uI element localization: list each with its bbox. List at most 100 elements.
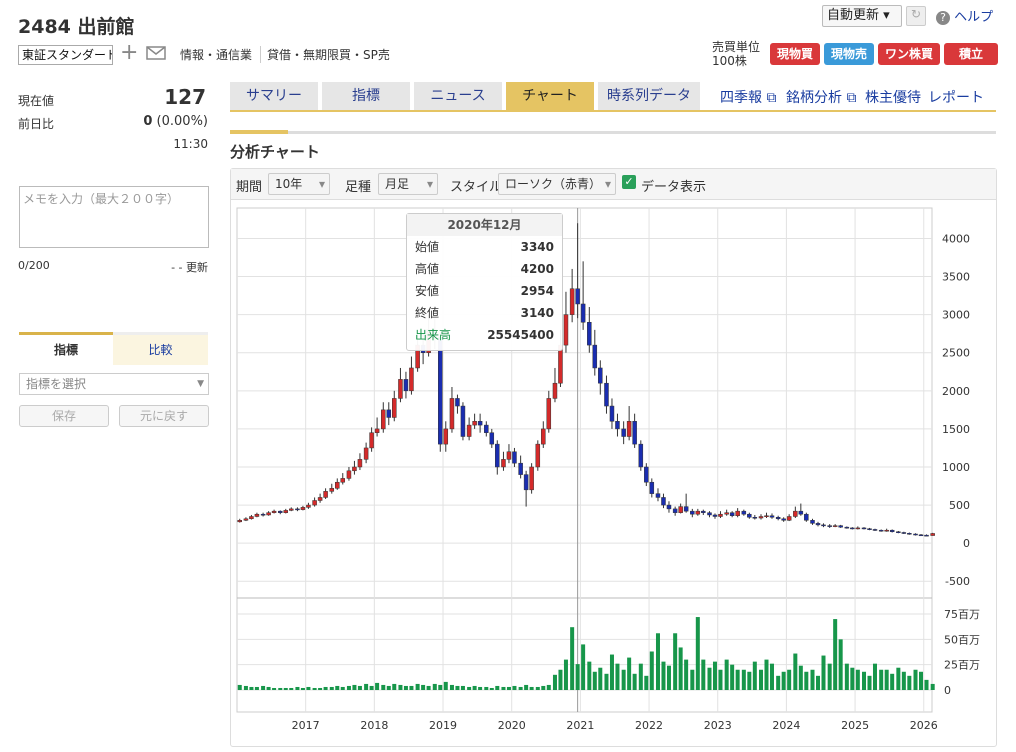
tooltip-value: 4200 — [520, 262, 554, 276]
volume-bar — [884, 669, 889, 691]
checkbox[interactable]: ✓ — [622, 175, 636, 189]
candle-body — [707, 512, 712, 516]
candle-body — [523, 474, 529, 491]
candle-body — [312, 500, 317, 506]
sell-button[interactable]: 現物売 — [824, 43, 874, 65]
volume-bar — [838, 639, 843, 691]
style-select[interactable]: ローソク（赤青） ▾ — [498, 173, 616, 195]
link-label: 銘柄分析 — [786, 90, 842, 106]
volume-bar — [489, 687, 494, 691]
indicator-tab[interactable]: 指標 — [19, 332, 113, 365]
one-share-button[interactable]: ワン株買 — [878, 43, 940, 65]
y-tick-label: 4000 — [942, 232, 970, 245]
market-select[interactable]: 東証スタンダード — [18, 45, 113, 65]
volume-bar — [821, 655, 826, 691]
volume-bar — [403, 685, 408, 691]
reset-button[interactable]: 元に戻す — [119, 405, 209, 427]
volume-bar — [815, 675, 821, 691]
candle-body — [386, 409, 392, 418]
tab-active[interactable]: チャート — [506, 82, 594, 110]
candle-body — [918, 534, 924, 537]
candle-body — [844, 526, 850, 529]
volume-bar — [827, 663, 832, 691]
compare-tab[interactable]: 比較 — [113, 332, 208, 365]
candle-body — [695, 510, 701, 515]
link[interactable]: 銘柄分析 ⧉ — [786, 90, 857, 106]
volume-bar — [455, 685, 460, 691]
bar-label: 足種 — [345, 180, 372, 195]
volume-tick-label: 0 — [944, 684, 951, 697]
candle-body — [758, 516, 764, 519]
industry: 情報・通信業 — [180, 48, 253, 62]
volume-bar — [335, 685, 340, 691]
volume-bar — [649, 651, 654, 691]
volume-bar — [357, 685, 362, 691]
volume-bar — [724, 659, 729, 691]
candle-body — [352, 466, 357, 472]
refresh[interactable]: ↻ — [906, 6, 926, 26]
tab[interactable]: 時系列データ — [598, 82, 700, 110]
volume-bar — [558, 669, 563, 691]
candle-body — [260, 513, 266, 516]
candle-body — [460, 405, 466, 437]
volume-bar — [375, 682, 380, 691]
buy-button[interactable]: 現物買 — [770, 43, 820, 65]
mail-icon[interactable] — [146, 46, 166, 60]
candle-body — [626, 421, 632, 437]
candle-body — [769, 515, 775, 518]
candle-body — [575, 288, 580, 305]
candle-body — [552, 382, 558, 399]
link[interactable]: 株主優待 — [865, 90, 921, 106]
accumulate-button[interactable]: 積立 — [944, 43, 998, 65]
volume-bar — [506, 686, 511, 691]
style-label: スタイル — [450, 180, 503, 195]
bar-select[interactable]: 月足 ▾ — [378, 173, 438, 195]
volume-bar — [352, 684, 357, 691]
volume-bar — [438, 684, 443, 691]
tab[interactable]: 指標 — [322, 82, 410, 110]
candle-body — [443, 428, 449, 445]
bar-value: 月足 — [385, 177, 410, 191]
candle-body — [289, 508, 294, 511]
help[interactable]: ? ヘルプ — [936, 6, 993, 25]
volume-bar — [661, 661, 666, 691]
volume-bar — [261, 685, 266, 691]
link-label: 四季報 — [720, 90, 762, 106]
unit-value: 100株 — [712, 54, 747, 68]
candle-body — [678, 506, 683, 513]
volume-bar — [467, 686, 472, 691]
link[interactable]: レポート — [928, 90, 984, 106]
candle-body — [638, 443, 644, 468]
volume-tick-label: 50百万 — [944, 633, 980, 646]
plot-area — [236, 207, 933, 713]
link[interactable]: 四季報 ⧉ — [720, 90, 777, 106]
candle-body — [477, 421, 483, 426]
y-tick-label: 3000 — [942, 309, 970, 322]
save-button[interactable]: 保存 — [19, 405, 109, 427]
volume-bar — [804, 671, 809, 691]
y-tick-label: 2500 — [942, 347, 970, 360]
change-label: 前日比 — [18, 117, 55, 131]
volume-bar — [879, 669, 884, 691]
candle-body — [889, 529, 895, 532]
candle-body — [804, 513, 809, 521]
indicator-select[interactable]: 指標を選択 ▼ — [19, 373, 209, 395]
candle-body — [907, 533, 912, 535]
candle-body — [615, 421, 620, 430]
memo[interactable]: メモを入力（最大２００字） — [19, 186, 209, 248]
add-icon[interactable]: + — [120, 40, 139, 65]
candle-body — [374, 428, 380, 433]
auto-update[interactable]: 自動更新 ▾ — [822, 5, 902, 27]
tab[interactable]: サマリー — [230, 82, 318, 110]
period-select[interactable]: 10年 ▾ — [268, 173, 330, 195]
candle-body — [861, 527, 867, 530]
volume-bar — [793, 653, 798, 691]
x-tick-label: 2017 — [292, 719, 320, 732]
candle-body — [569, 288, 575, 315]
candle-body — [661, 497, 666, 506]
candle-body — [872, 529, 878, 531]
volume-bar — [535, 686, 540, 691]
volume-bar — [340, 686, 345, 691]
volume-bar — [901, 671, 906, 691]
tab[interactable]: ニュース — [414, 82, 502, 110]
